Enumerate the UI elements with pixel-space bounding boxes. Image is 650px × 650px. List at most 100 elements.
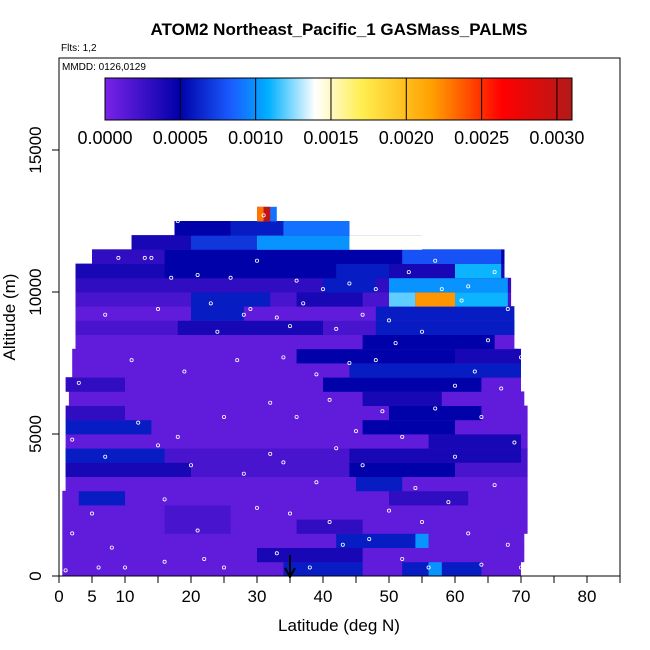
heat-cell	[389, 292, 416, 307]
sample-point	[155, 443, 160, 448]
sample-point	[162, 497, 167, 502]
sample-point	[452, 454, 457, 459]
heat-cell	[455, 292, 508, 307]
heatmap-cells	[62, 206, 528, 576]
sample-point	[103, 454, 108, 459]
sample-point	[175, 218, 180, 223]
x-axis-label: Latitude (deg N)	[278, 616, 400, 635]
colorbar	[104, 77, 573, 121]
sample-point	[129, 358, 134, 363]
chart-title: ATOM2 Northeast_Pacific_1 GASMass_PALMS	[151, 20, 528, 39]
heat-cell	[296, 292, 363, 307]
sample-point	[472, 369, 477, 374]
heat-cell	[257, 547, 363, 563]
sample-point	[76, 380, 81, 385]
marker-head	[284, 567, 296, 580]
sample-point	[419, 329, 424, 334]
sample-point	[268, 451, 273, 456]
heat-cell	[164, 263, 337, 279]
sample-point	[221, 565, 226, 570]
sample-point	[248, 307, 253, 312]
x-tick-label: 80	[578, 587, 597, 606]
sample-point	[195, 272, 200, 277]
sample-point	[426, 565, 431, 570]
sample-point	[512, 440, 517, 445]
heat-cell	[263, 206, 271, 222]
heat-cell	[65, 377, 125, 392]
heat-cell	[164, 505, 231, 520]
colorbar-tick-label: 0.0030	[529, 128, 584, 148]
x-tick-label: 0	[54, 587, 63, 606]
y-tick-label: 10000	[26, 268, 45, 315]
sample-point	[287, 324, 292, 329]
sample-point	[254, 505, 259, 510]
heat-cell	[65, 419, 152, 435]
sample-point	[261, 213, 266, 218]
sample-point	[294, 414, 299, 419]
heat-cell	[296, 519, 363, 534]
plot-frame	[58, 57, 621, 577]
heat-cell	[349, 235, 422, 250]
sample-point	[155, 307, 160, 312]
y-tick-label: 5000	[26, 415, 45, 453]
sample-point	[347, 281, 352, 286]
sample-point	[400, 434, 405, 439]
heat-band	[68, 391, 525, 406]
x-tick-label: 30	[248, 587, 267, 606]
colorbar-tick-label: 0.0010	[228, 128, 283, 148]
x-tick-label: 50	[380, 587, 399, 606]
heat-cell	[336, 263, 389, 279]
heat-cell	[191, 292, 271, 307]
sample-point	[327, 520, 332, 525]
sample-points	[63, 213, 524, 573]
sample-point	[505, 542, 510, 547]
sample-point	[281, 460, 286, 465]
colorbar-tick-label: 0.0015	[303, 128, 358, 148]
sample-point	[228, 275, 233, 280]
sample-point	[479, 414, 484, 419]
heat-cell	[174, 221, 231, 236]
heat-cell	[389, 405, 482, 421]
heat-band	[65, 476, 528, 492]
sample-point	[419, 520, 424, 525]
sample-point	[90, 511, 95, 516]
sample-point	[142, 255, 147, 260]
sample-point	[175, 434, 180, 439]
x-tick-label: 70	[512, 587, 531, 606]
heat-cell	[164, 519, 231, 534]
heat-cell	[283, 249, 403, 264]
sample-point	[70, 531, 75, 536]
heat-cell	[78, 490, 125, 506]
heat-band	[62, 533, 525, 548]
colorbar-ticks: 0.0000 0.0005 0.0010 0.0015 0.0020 0.0025 0.00…	[77, 78, 584, 148]
sample-point	[96, 565, 101, 570]
sample-point	[63, 568, 68, 573]
sample-point	[301, 301, 306, 306]
sample-point	[347, 360, 352, 365]
latitude-marker-arrow	[284, 555, 296, 580]
sample-point	[459, 298, 464, 303]
sample-point	[479, 562, 484, 567]
x-axis: 0 5 10 20 30 40 50 60 70 80	[54, 576, 621, 606]
sample-point	[433, 406, 438, 411]
heat-cell	[415, 533, 429, 548]
sample-point	[182, 369, 187, 374]
x-tick-label: 10	[116, 587, 135, 606]
sample-point	[340, 542, 345, 547]
sample-point	[274, 315, 279, 320]
sample-point	[123, 565, 128, 570]
sample-point	[307, 565, 312, 570]
y-tick-label: 0	[26, 571, 45, 580]
heat-cell	[402, 249, 502, 264]
sample-point	[393, 341, 398, 346]
heat-cell	[283, 221, 350, 236]
heat-cell	[455, 348, 521, 364]
heat-cell	[362, 391, 442, 406]
heat-cell	[349, 462, 455, 477]
sample-point	[485, 338, 490, 343]
sample-point	[116, 255, 121, 260]
heat-cell	[428, 561, 442, 576]
heat-cell	[375, 306, 515, 321]
heat-cell	[283, 561, 363, 576]
sample-point	[241, 312, 246, 317]
